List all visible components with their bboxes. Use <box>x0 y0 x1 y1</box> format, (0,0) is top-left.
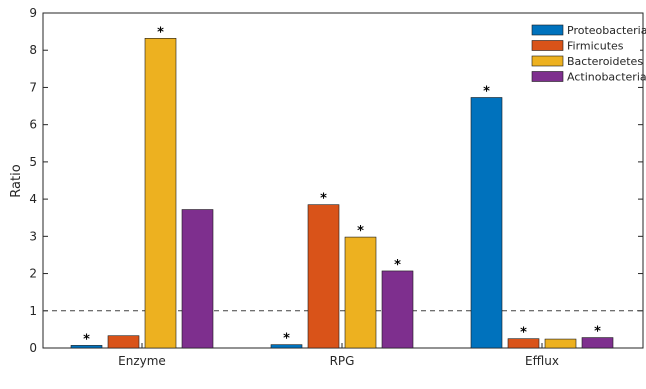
y-tick-label: 3 <box>29 229 37 243</box>
y-tick-label: 8 <box>29 43 37 57</box>
significance-star: * <box>283 332 290 347</box>
y-tick-label: 2 <box>29 267 37 281</box>
y-tick-label: 1 <box>29 304 37 318</box>
legend-swatch <box>531 55 564 67</box>
legend-label: Proteobacteria <box>567 24 646 37</box>
y-tick-label: 7 <box>29 80 37 94</box>
bar <box>344 236 377 349</box>
bars <box>70 38 614 349</box>
significance-markers: * * * * * * * * * <box>83 25 601 347</box>
y-tick-label: 0 <box>29 341 37 355</box>
y-axis-label: Ratio <box>9 164 24 197</box>
y-tick-label: 9 <box>29 6 37 20</box>
significance-star: * <box>594 325 601 340</box>
y-tick-label: 6 <box>29 118 37 132</box>
significance-star: * <box>320 192 327 207</box>
bar <box>581 337 614 349</box>
bar <box>307 204 340 349</box>
significance-star: * <box>394 258 401 273</box>
significance-star: * <box>357 224 364 239</box>
bar <box>507 338 540 349</box>
x-tick-label: Efflux <box>525 354 559 368</box>
x-tick-label: Enzyme <box>118 354 166 368</box>
legend-label: Actinobacteria <box>567 71 646 84</box>
bar <box>470 97 503 349</box>
x-tick-label: RPG <box>330 354 355 368</box>
legend-label: Bacteroidetes <box>567 55 643 68</box>
bar <box>107 335 140 349</box>
legend: Proteobacteria Firmicutes Bacteroidetes Act… <box>525 22 646 86</box>
bar <box>181 209 214 349</box>
bar <box>70 345 103 349</box>
legend-swatch <box>531 71 564 82</box>
bar <box>144 38 177 349</box>
bar <box>270 344 303 349</box>
significance-star: * <box>83 332 90 347</box>
significance-star: * <box>520 326 527 341</box>
legend-swatch <box>531 40 564 51</box>
legend-swatch <box>531 24 564 36</box>
bar <box>381 270 414 349</box>
legend-label: Firmicutes <box>567 40 624 53</box>
significance-star: * <box>157 25 164 40</box>
bar <box>544 338 577 349</box>
tick-labels: 0 1 2 3 4 5 6 7 8 9 Enzyme RPG Efflux <box>29 6 559 368</box>
plot-frame <box>42 12 644 349</box>
significance-star: * <box>483 84 490 99</box>
y-tick-label: 5 <box>29 155 37 169</box>
y-tick-label: 4 <box>29 192 37 206</box>
